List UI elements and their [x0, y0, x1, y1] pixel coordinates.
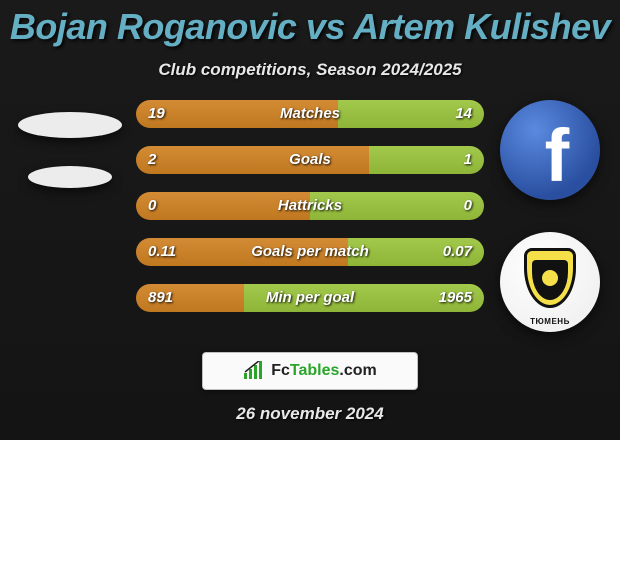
stat-label: Matches: [136, 100, 484, 128]
stat-bar: 8911965Min per goal: [136, 284, 484, 312]
subtitle: Club competitions, Season 2024/2025: [0, 60, 620, 80]
chart-icon: [243, 361, 265, 381]
stat-bar: 21Goals: [136, 146, 484, 174]
right-badges: f TЮMEHЬ: [490, 100, 610, 332]
page-title: Bojan Roganovic vs Artem Kulishev: [0, 0, 620, 48]
club-crest-icon: TЮMEHЬ: [516, 242, 584, 322]
brand-suffix: .com: [339, 362, 376, 379]
brand-left: Fc: [271, 362, 290, 379]
player1-club-placeholder: [28, 166, 112, 188]
stat-label: Goals per match: [136, 238, 484, 266]
comparison-card: Bojan Roganovic vs Artem Kulishev Club c…: [0, 0, 620, 440]
stat-label: Hattricks: [136, 192, 484, 220]
club-crest-badge: TЮMEHЬ: [500, 232, 600, 332]
stat-bar: 00Hattricks: [136, 192, 484, 220]
club-crest-text: TЮMEHЬ: [516, 317, 584, 326]
brand-text: FcTables.com: [271, 362, 377, 380]
player1-avatar-placeholder: [18, 112, 122, 138]
stat-bar: 0.110.07Goals per match: [136, 238, 484, 266]
content-row: 1914Matches 21Goals 00Hattricks 0.110.07Goa…: [0, 100, 620, 332]
left-avatars: [10, 100, 130, 188]
stat-label: Goals: [136, 146, 484, 174]
stat-label: Min per goal: [136, 284, 484, 312]
brand-right: Tables: [290, 362, 340, 379]
facebook-icon: f: [545, 113, 570, 198]
brand-box[interactable]: FcTables.com: [202, 352, 418, 390]
facebook-badge[interactable]: f: [500, 100, 600, 200]
stats-column: 1914Matches 21Goals 00Hattricks 0.110.07Goa…: [130, 100, 490, 312]
date-line: 26 november 2024: [0, 404, 620, 424]
stat-bar: 1914Matches: [136, 100, 484, 128]
